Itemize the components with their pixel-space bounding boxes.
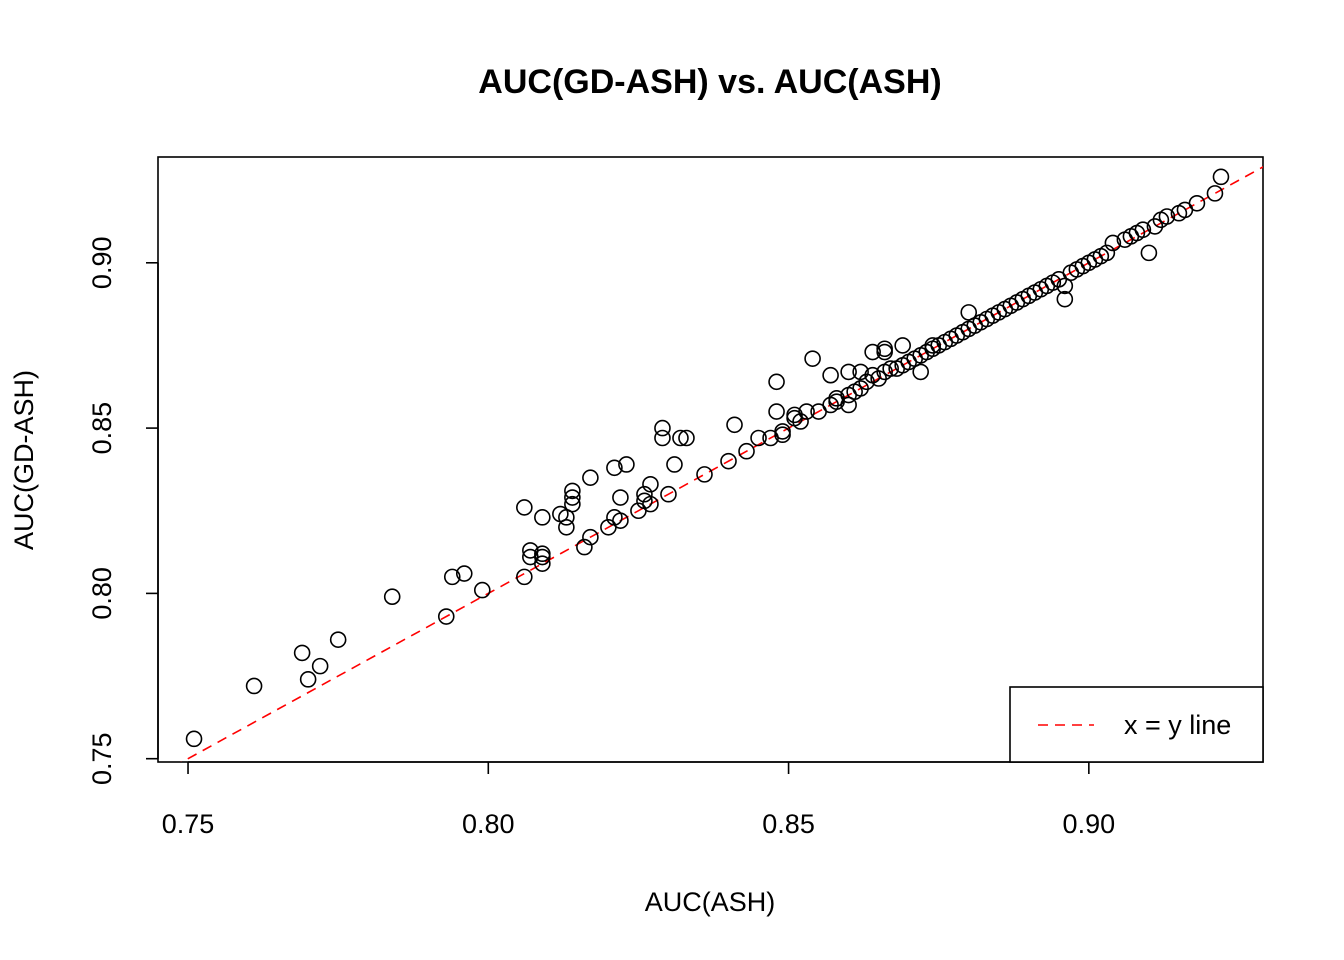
data-point — [852, 363, 869, 381]
data-point — [576, 538, 593, 556]
data-point — [672, 429, 689, 447]
data-point — [840, 363, 857, 381]
data-point — [618, 456, 635, 473]
data-point — [738, 442, 755, 460]
data-point — [642, 475, 659, 493]
data-point — [696, 466, 713, 483]
data-point — [798, 403, 815, 420]
data-point — [654, 429, 671, 447]
data-point — [443, 568, 461, 586]
data-point — [1206, 185, 1224, 202]
x-tick-label: 0.85 — [762, 809, 815, 839]
data-point — [311, 657, 329, 675]
data-point — [516, 568, 533, 586]
data-point — [534, 509, 551, 526]
x-tick-label: 0.90 — [1063, 809, 1116, 839]
data-point — [876, 340, 893, 358]
data-point — [558, 518, 575, 536]
data-point — [666, 456, 683, 473]
data-point — [726, 416, 743, 434]
data-point — [822, 366, 839, 384]
data-point — [185, 730, 203, 748]
reference-line-group — [180, 166, 1263, 762]
data-point — [473, 581, 491, 599]
data-point — [804, 350, 821, 367]
data-point — [329, 631, 347, 648]
data-point — [654, 419, 671, 437]
reference-line — [180, 166, 1263, 762]
data-point — [534, 555, 551, 572]
data-point — [534, 548, 551, 566]
x-tick-label: 0.75 — [162, 809, 215, 839]
data-point — [768, 373, 785, 391]
y-axis: 0.75 0.80 0.85 0.90 — [87, 237, 159, 785]
data-point — [564, 495, 581, 513]
x-tick-label: 0.80 — [462, 809, 515, 839]
data-point — [1134, 221, 1152, 239]
data-point — [582, 469, 599, 486]
data-point — [768, 403, 785, 420]
plot-frame — [157, 156, 1264, 763]
x-axis: 0.75 0.80 0.85 0.90 — [162, 761, 1116, 839]
data-point — [437, 608, 455, 625]
data-point — [612, 489, 629, 506]
data-point — [864, 343, 881, 361]
data-point — [606, 459, 623, 477]
data-point — [1158, 208, 1176, 225]
y-tick-label: 0.85 — [87, 402, 117, 455]
data-point — [924, 337, 942, 354]
y-axis-label: AUC(GD-ASH) — [9, 370, 39, 550]
data-point — [894, 337, 911, 354]
data-point — [660, 485, 677, 503]
data-point — [582, 528, 599, 546]
data-point — [642, 495, 659, 513]
legend: x = y line — [1009, 686, 1264, 763]
data-point — [1140, 244, 1158, 262]
y-tick-label: 0.75 — [87, 732, 117, 785]
data-point — [293, 644, 311, 662]
data-point — [1056, 290, 1074, 308]
y-tick-label: 0.80 — [87, 567, 117, 620]
y-tick-label: 0.90 — [87, 237, 117, 290]
data-point — [750, 429, 767, 447]
data-point — [245, 677, 263, 695]
data-point — [564, 489, 581, 506]
legend-label: x = y line — [1124, 710, 1231, 740]
legend-box — [1009, 686, 1264, 763]
data-point — [516, 499, 533, 516]
data-point — [383, 588, 401, 605]
data-point — [636, 485, 653, 503]
data-point — [1212, 168, 1230, 186]
data-point — [1188, 194, 1206, 212]
data-point — [612, 512, 629, 529]
data-point — [678, 429, 695, 447]
data-point — [1098, 244, 1116, 262]
x-axis-label: AUC(ASH) — [645, 887, 776, 917]
data-point — [1104, 234, 1122, 252]
data-points — [185, 168, 1230, 748]
data-point — [299, 671, 317, 688]
data-point — [564, 482, 581, 500]
data-point — [774, 423, 791, 440]
data-point — [455, 565, 473, 582]
data-point — [912, 363, 929, 381]
data-point — [882, 360, 899, 377]
data-point — [720, 452, 737, 470]
chart-title: AUC(GD-ASH) vs. AUC(ASH) — [478, 63, 941, 101]
data-point — [792, 413, 809, 430]
